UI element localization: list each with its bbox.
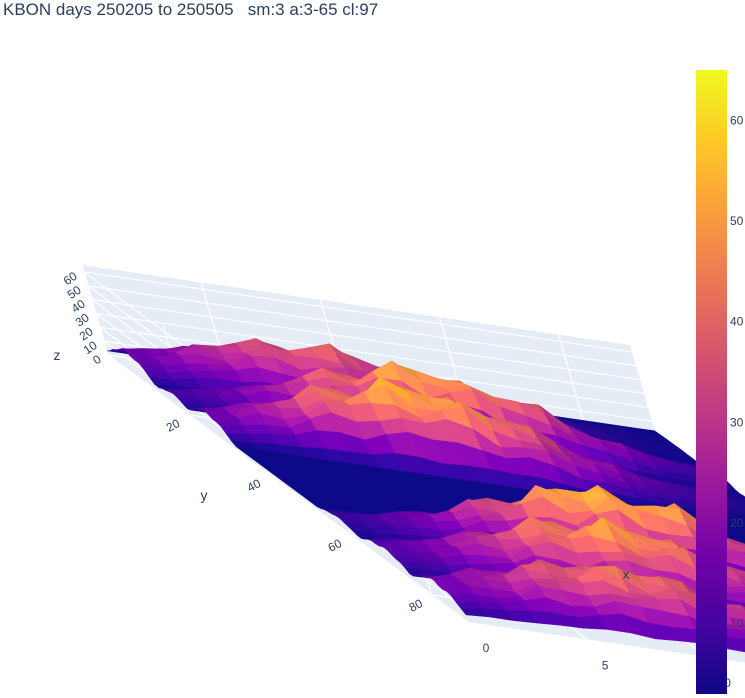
z-gridline (87, 285, 637, 367)
y-tick-label: 40 (245, 476, 264, 495)
colorbar-tick-label: 60 (730, 113, 744, 127)
colorbar-tick-label: 50 (730, 214, 744, 228)
surface (106, 338, 745, 653)
surface-cell (460, 608, 490, 618)
x-gridline (557, 334, 586, 425)
y-tick-label: 80 (407, 596, 426, 615)
z-gridline (95, 312, 645, 395)
z-axis-title: z (54, 347, 61, 363)
colorbar-tick-label: 20 (730, 516, 744, 530)
colorbar: 10 20 30 40 50 60 (696, 70, 744, 694)
surface-cell (455, 601, 485, 609)
y-tick-label: 60 (326, 536, 345, 555)
surface-cell (386, 548, 415, 555)
y-axis-title: y (201, 487, 208, 503)
x-tick-label: 0 (483, 641, 490, 655)
z-gridline (107, 354, 469, 623)
chart-title: KBON days 250205 to 250505 sm:3 a:3-65 c… (3, 0, 379, 19)
x-tick-label: 5 (602, 658, 609, 672)
colorbar-tick-label: 40 (730, 315, 744, 329)
back-wall-plane (82, 265, 656, 435)
x-gridline (81, 264, 109, 356)
surface-cell (172, 392, 202, 400)
z-gridline (91, 299, 641, 381)
scene-axes: 05101520204060800102030405060xyz (54, 269, 732, 690)
x-axis-title: x (623, 566, 630, 582)
colorbar-tick-label: 30 (730, 415, 744, 429)
z-gridline (83, 271, 633, 353)
y-tick-label: 20 (164, 416, 183, 435)
colorbar-tick-label: 10 (730, 617, 744, 631)
colorbar-gradient (696, 70, 727, 694)
